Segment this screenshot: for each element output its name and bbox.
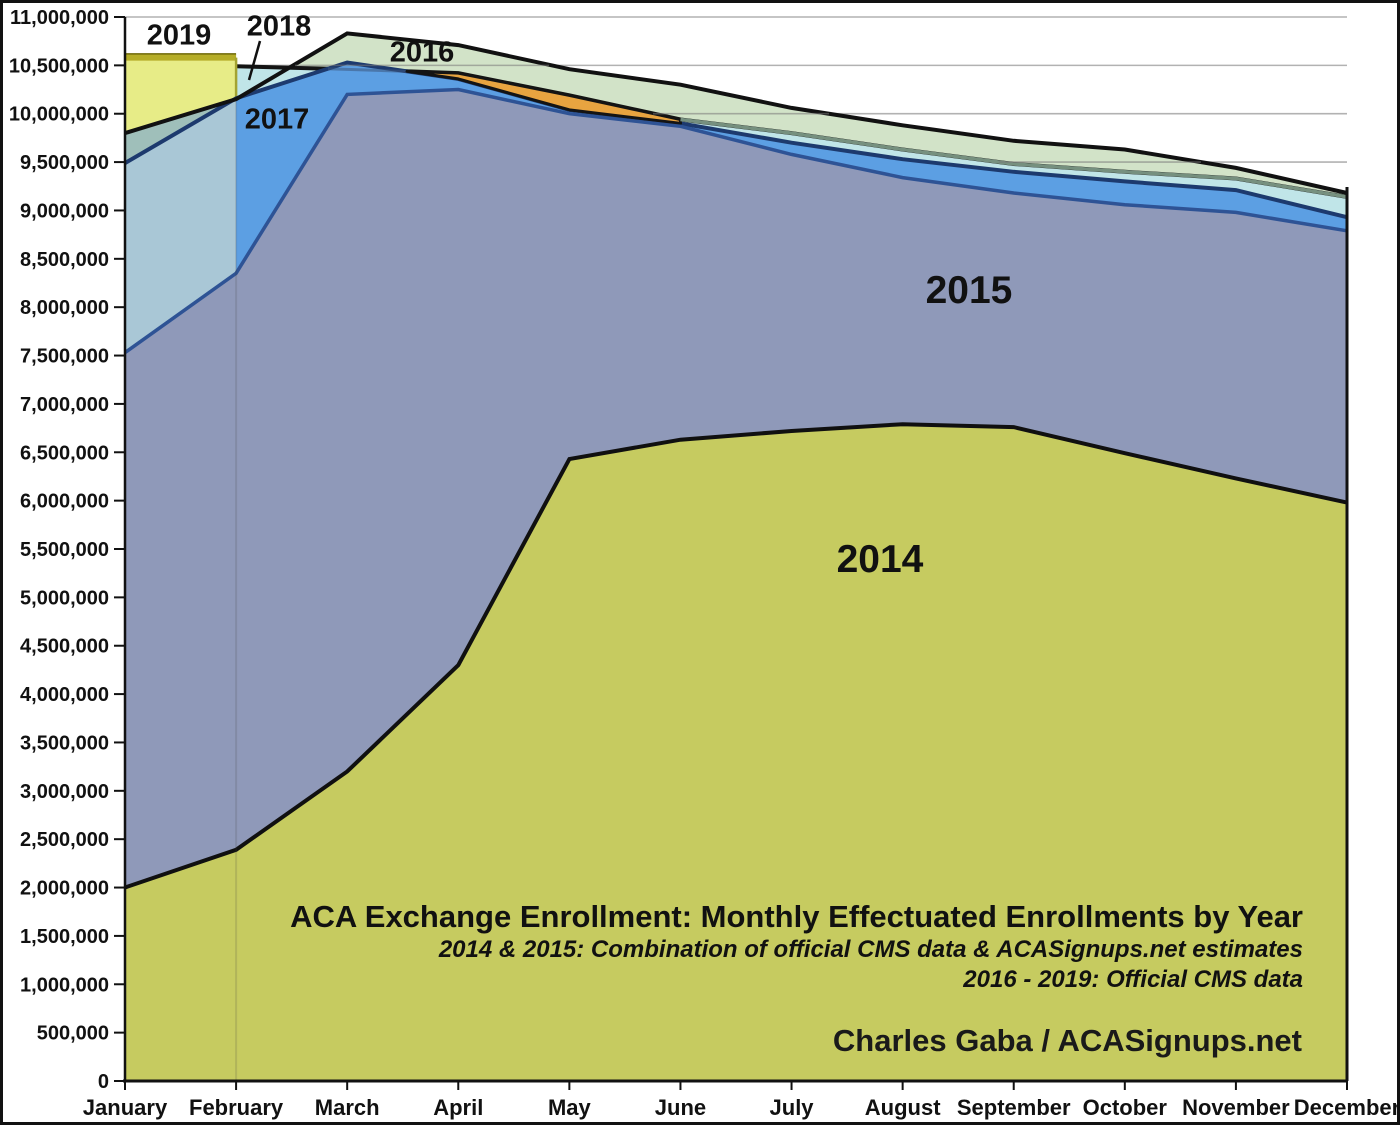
chart-subtitle-1: 2014 & 2015: Combination of official CMS… (438, 936, 1303, 963)
x-axis-label: June (655, 1095, 706, 1120)
label-pointer-2018 (247, 40, 262, 81)
credit-watermark: Charles Gaba / ACASignups.net (832, 1023, 1302, 1058)
chart-subtitle-2: 2016 - 2019: Official CMS data (963, 966, 1303, 993)
y-axis-label: 9,000,000 (20, 200, 109, 222)
y-axis-label: 4,500,000 (20, 636, 109, 658)
border-2018-tinted (680, 117, 1348, 199)
series-label-2014: 2014 (836, 538, 924, 581)
y-axis-label: 3,000,000 (20, 781, 109, 803)
y-axis-label: 4,000,000 (20, 684, 109, 706)
area-chart-canvas: 0 500,000 1,000,000 1,500,000 2,000,000 2,500… (9, 7, 1400, 1120)
x-axis-label: April (433, 1095, 483, 1120)
area-2014 (125, 424, 1347, 1081)
y-axis-label: 5,000,000 (20, 587, 109, 609)
orange-band (405, 69, 682, 125)
border-2016 (124, 31, 1348, 195)
y-axis-label: 2,000,000 (20, 878, 109, 900)
y-axis-label: 0 (98, 1071, 109, 1093)
border-2014 (124, 422, 1348, 890)
x-axis-label: October (1083, 1095, 1168, 1120)
y-axis-label: 11,000,000 (10, 7, 109, 29)
y-axis-label: 2,500,000 (20, 829, 109, 851)
x-axis-label: August (865, 1095, 941, 1120)
ghost-2018-border (327, 67, 408, 73)
border-2015 (123, 87, 1348, 355)
y-axis-label: 10,500,000 (9, 55, 109, 77)
y-axis-label: 8,500,000 (20, 249, 109, 271)
y-axis-label: 500,000 (37, 1023, 109, 1045)
series-label-2015: 2015 (925, 269, 1013, 312)
x-axis-label: November (1182, 1095, 1290, 1120)
x-axis-label: January (83, 1095, 168, 1120)
y-axis-label: 3,500,000 (20, 732, 109, 754)
x-axis-label: December (1294, 1095, 1400, 1120)
x-axis-label: February (189, 1095, 284, 1120)
chart-title: ACA Exchange Enrollment: Monthly Effectu… (290, 899, 1303, 934)
y-axis-label: 6,500,000 (20, 442, 109, 464)
area-2019 (125, 57, 237, 134)
series-label-2017: 2017 (244, 103, 310, 136)
y-axis-label: 5,500,000 (20, 539, 109, 561)
y-axis-label: 8,000,000 (20, 297, 109, 319)
y-axis-label: 1,500,000 (20, 926, 109, 948)
y-axis-label: 9,500,000 (20, 152, 109, 174)
series-label-2019: 2019 (146, 19, 212, 52)
blend-band-steel (125, 98, 237, 353)
x-axis-label: May (548, 1095, 592, 1120)
y-axis-label: 7,500,000 (20, 346, 109, 368)
chart-title-block: ACA Exchange Enrollment: Monthly Effectu… (290, 899, 1303, 995)
y-axis-label: 1,000,000 (20, 974, 109, 996)
x-axis-label: July (770, 1095, 815, 1120)
y-axis-label: 6,000,000 (20, 491, 109, 513)
x-axis-label: September (957, 1095, 1071, 1120)
y-axis-label: 7,000,000 (20, 394, 109, 416)
series-label-2016: 2016 (389, 36, 455, 69)
y-axis-label: 10,000,000 (9, 104, 109, 126)
series-label-2018: 2018 (246, 10, 312, 43)
x-axis-label: March (315, 1095, 380, 1120)
